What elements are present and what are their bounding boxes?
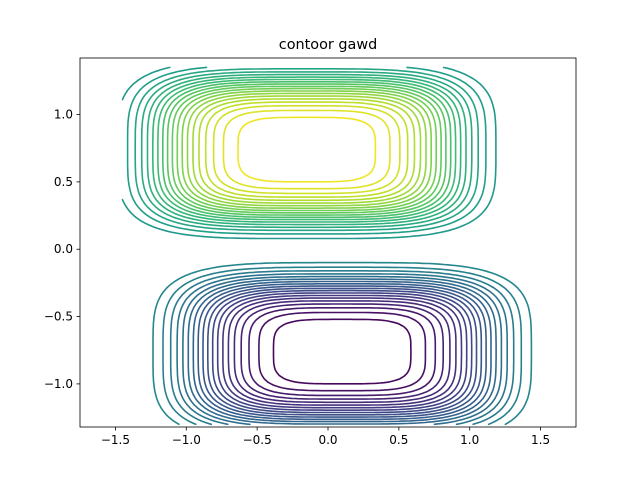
contour-line — [202, 285, 483, 418]
contour-line — [204, 101, 409, 198]
contour-line — [181, 90, 432, 209]
x-axis: −1.5 −1.0 −0.5 0.0 0.5 1.0 1.5 — [101, 427, 550, 447]
contour-line — [198, 98, 416, 202]
y-tick-label: −1.0 — [44, 377, 73, 391]
x-tick-label: −0.5 — [243, 433, 272, 447]
y-tick-label: 0.0 — [54, 242, 73, 256]
contour-line — [187, 278, 497, 425]
x-tick-label: 1.5 — [531, 433, 550, 447]
contour-line — [211, 289, 473, 414]
contour-line — [162, 266, 523, 426]
y-tick-label: 0.5 — [54, 175, 73, 189]
chart-title: contoor gawd — [279, 37, 377, 53]
contour-line — [192, 280, 492, 423]
contour-line — [222, 109, 391, 190]
x-tick-label: 0.5 — [389, 433, 408, 447]
contour-line — [248, 307, 437, 397]
contour-line — [182, 275, 503, 426]
contour-line — [207, 287, 478, 416]
y-tick-label: −0.5 — [44, 310, 73, 324]
contour-line — [233, 300, 451, 404]
contour-line — [197, 283, 487, 421]
contour-line — [237, 116, 377, 183]
contour-line — [176, 273, 508, 426]
x-tick-label: 0.0 — [318, 433, 337, 447]
contour-line — [227, 297, 457, 406]
contour-line — [152, 261, 533, 426]
y-tick-label: 1.0 — [54, 108, 73, 122]
contour-line — [140, 71, 473, 229]
contour-line — [212, 105, 401, 195]
x-tick-label: 1.0 — [460, 433, 479, 447]
contour-line — [186, 92, 427, 207]
contour-line — [258, 311, 427, 392]
contour-line — [152, 76, 462, 223]
x-tick-label: −1.0 — [172, 433, 201, 447]
contour-line — [171, 85, 442, 214]
contour-line — [146, 73, 467, 226]
contour-line — [216, 292, 468, 411]
contour-line — [272, 318, 412, 385]
x-tick-label: −1.5 — [101, 433, 130, 447]
contour-line — [240, 303, 444, 400]
contour-line — [134, 68, 479, 232]
contour-lines — [121, 66, 533, 426]
contour-line — [157, 78, 457, 221]
contour-line — [222, 294, 463, 409]
y-axis: −1.0 −0.5 0.0 0.5 1.0 — [44, 108, 80, 391]
contour-line — [162, 81, 452, 219]
contour-line — [192, 95, 422, 204]
contour-line — [126, 66, 487, 235]
contour-line — [166, 83, 447, 216]
contour-line — [169, 270, 515, 426]
contour-line — [121, 66, 497, 240]
contour-line — [176, 87, 437, 212]
